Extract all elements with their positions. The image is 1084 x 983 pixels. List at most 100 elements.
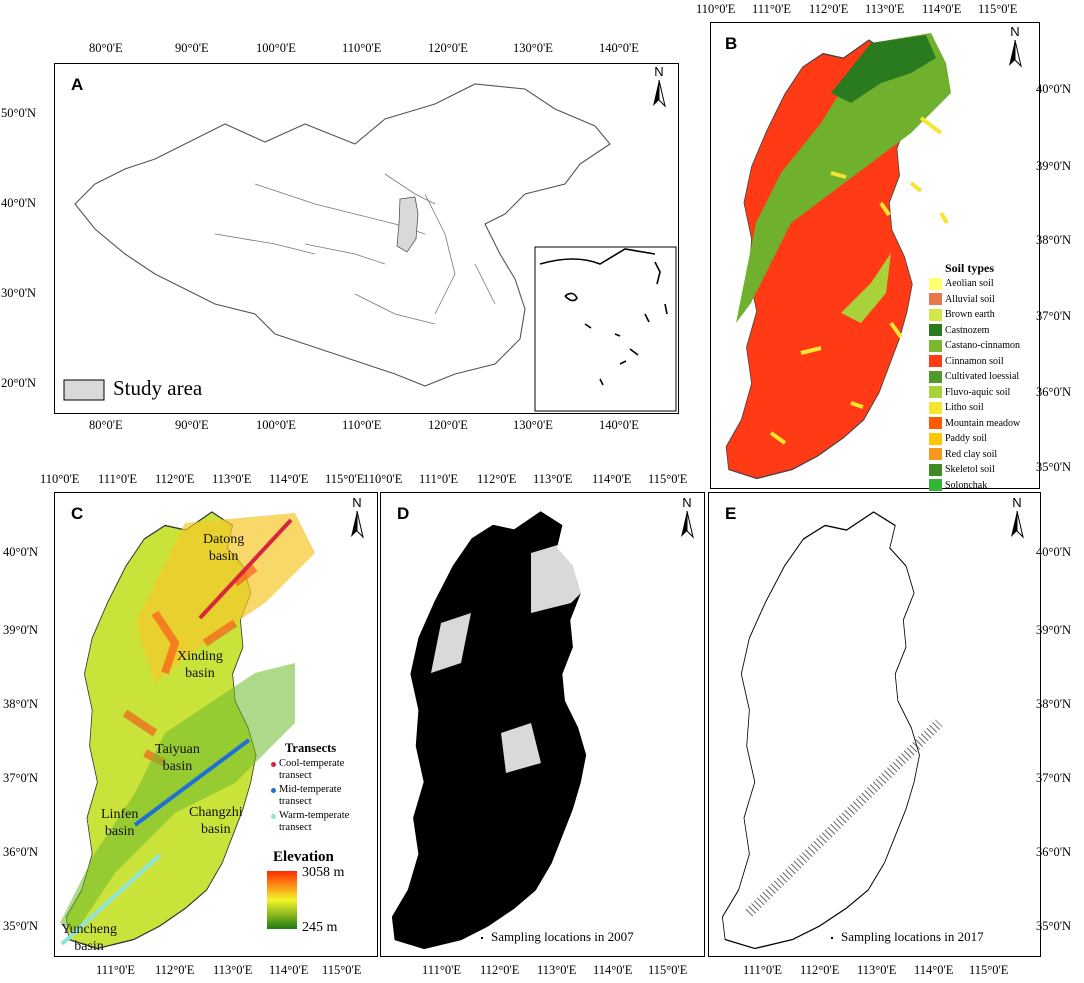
sampling-2007-map — [381, 493, 706, 958]
transect-dot-icon — [271, 814, 276, 819]
basin-label-xinding: Xinding basin — [177, 649, 223, 681]
north-arrow-icon — [1011, 510, 1024, 539]
elevation-colorbar — [267, 871, 297, 929]
north-arrow-b: N — [1005, 24, 1025, 70]
soil-legend-swatch — [929, 479, 942, 492]
soil-legend-item: Skeletol soil — [929, 462, 995, 478]
tick: 40°0'N — [3, 545, 39, 559]
shanxi-study-area — [396, 196, 419, 253]
tick: 110°0'E — [363, 472, 403, 486]
sample-dot-icon — [831, 937, 833, 940]
tick: 113°0'E — [865, 2, 905, 16]
basin-label-taiyuan: Taiyuan basin — [155, 742, 200, 774]
soil-legend-label: Castnozem — [945, 324, 990, 336]
tick: 114°0'E — [593, 963, 633, 977]
tick: 35°0'N — [3, 919, 39, 933]
tick: 111°0'E — [743, 963, 782, 977]
soil-legend-item: Alluvial soil — [929, 292, 995, 308]
panel-c-frame: C N Datong basin Xinding basin Taiyuan b… — [54, 492, 378, 957]
soil-legend-swatch — [929, 448, 942, 461]
basin-label-datong: Datong basin — [203, 532, 245, 564]
soil-legend-item: Fluvo-aquic soil — [929, 385, 1010, 401]
tick: 115°0'E — [322, 963, 362, 977]
sample-dot-icon — [481, 937, 483, 940]
soil-legend-item: Cinnamon soil — [929, 354, 1004, 370]
soil-legend-label: Mountain meadow — [945, 417, 1021, 429]
soil-legend-label: Cultivated loessial — [945, 371, 1020, 383]
tick: 40°0'N — [1036, 82, 1072, 96]
transect-legend-label: Warm-temperate transect — [279, 810, 350, 833]
tick: 115°0'E — [648, 472, 688, 486]
tick: 114°0'E — [922, 2, 962, 16]
elevation-title: Elevation — [273, 849, 334, 865]
tick: 115°0'E — [648, 963, 688, 977]
basin-label-changzhi: Changzhi basin — [189, 805, 243, 837]
soil-legend-label: Aeolian soil — [945, 278, 994, 290]
tick: 38°0'N — [1036, 233, 1072, 247]
panel-e-label: E — [725, 504, 737, 523]
north-label: N — [654, 64, 664, 79]
elevation-max-label: 3058 m — [302, 865, 345, 880]
tick: 37°0'N — [3, 771, 39, 785]
tick: 112°0'E — [480, 963, 520, 977]
soil-legend-label: Alluvial soil — [945, 293, 995, 305]
study-area-swatch — [63, 379, 105, 401]
tick: 113°0'E — [213, 963, 253, 977]
sampling-2007-label: Sampling locations in 2007 — [491, 929, 634, 944]
sampling-2017-label: Sampling locations in 2017 — [841, 929, 984, 944]
soil-legend-swatch — [929, 463, 942, 476]
tick: 111°0'E — [419, 472, 458, 486]
transect-dot-icon — [271, 788, 276, 793]
north-label: N — [1012, 495, 1022, 510]
tick: 90°0'E — [175, 418, 209, 432]
elevation-min-label: 245 m — [302, 920, 338, 935]
north-arrow-d: N — [677, 495, 697, 541]
tick: 140°0'E — [599, 41, 639, 55]
tick: 36°0'N — [1036, 845, 1072, 859]
north-arrow-icon — [653, 79, 666, 108]
soil-legend-title: Soil types — [945, 261, 995, 275]
tick: 39°0'N — [3, 623, 39, 637]
north-arrow-icon — [1009, 39, 1022, 68]
soil-legend-item: Brown earth — [929, 307, 995, 323]
soil-legend-item: Castnozem — [929, 323, 989, 339]
north-arrow-icon — [351, 510, 364, 539]
tick: 20°0'N — [1, 376, 37, 390]
panel-e-frame: E N Sampling locations in 2017 — [708, 492, 1041, 957]
panel-b-frame: B N Soil types Aeolian soil Alluvial soil… — [710, 22, 1040, 492]
soil-legend-swatch — [929, 308, 942, 321]
tick: 112°0'E — [155, 963, 195, 977]
north-arrow-a: N — [649, 64, 669, 110]
transect-rows: Cool-temperate transect Mid-temperate tra… — [271, 758, 377, 834]
soil-legend: Soil types Aeolian soil Alluvial soil Brow… — [927, 259, 1039, 492]
tick: 35°0'N — [1036, 460, 1072, 474]
soil-legend-label: Castano-cinnamon — [945, 340, 1020, 352]
soil-legend-label: Solonchak — [945, 479, 988, 491]
tick: 39°0'N — [1036, 159, 1072, 173]
tick: 30°0'N — [1, 286, 37, 300]
soil-legend-label: Brown earth — [945, 309, 995, 321]
tick: 130°0'E — [513, 418, 553, 432]
tick: 112°0'E — [155, 472, 195, 486]
transects-legend: Transects Cool-temperate transect Mid-tem… — [271, 741, 377, 834]
soil-legend-item: Paddy soil — [929, 431, 987, 447]
tick: 110°0'E — [342, 41, 382, 55]
tick: 38°0'N — [3, 697, 39, 711]
north-label: N — [352, 495, 362, 510]
warm-temperate-transect — [60, 853, 162, 946]
panel-d-frame: D N Sampling locations in 2007 — [380, 492, 705, 957]
soil-legend-label: Fluvo-aquic soil — [945, 386, 1011, 398]
tick: 110°0'E — [342, 418, 382, 432]
soil-legend-swatch — [929, 386, 942, 399]
tick: 38°0'N — [1036, 697, 1072, 711]
tick: 115°0'E — [978, 2, 1018, 16]
soil-legend-swatch — [929, 401, 942, 414]
tick: 36°0'N — [3, 845, 39, 859]
soil-legend-item: Red clay soil — [929, 447, 997, 463]
soil-legend-label: Cinnamon soil — [945, 355, 1004, 367]
tick: 100°0'E — [256, 41, 296, 55]
tick: 80°0'E — [89, 418, 123, 432]
tick: 90°0'E — [175, 41, 209, 55]
tick: 120°0'E — [428, 418, 468, 432]
tick: 50°0'N — [1, 106, 37, 120]
